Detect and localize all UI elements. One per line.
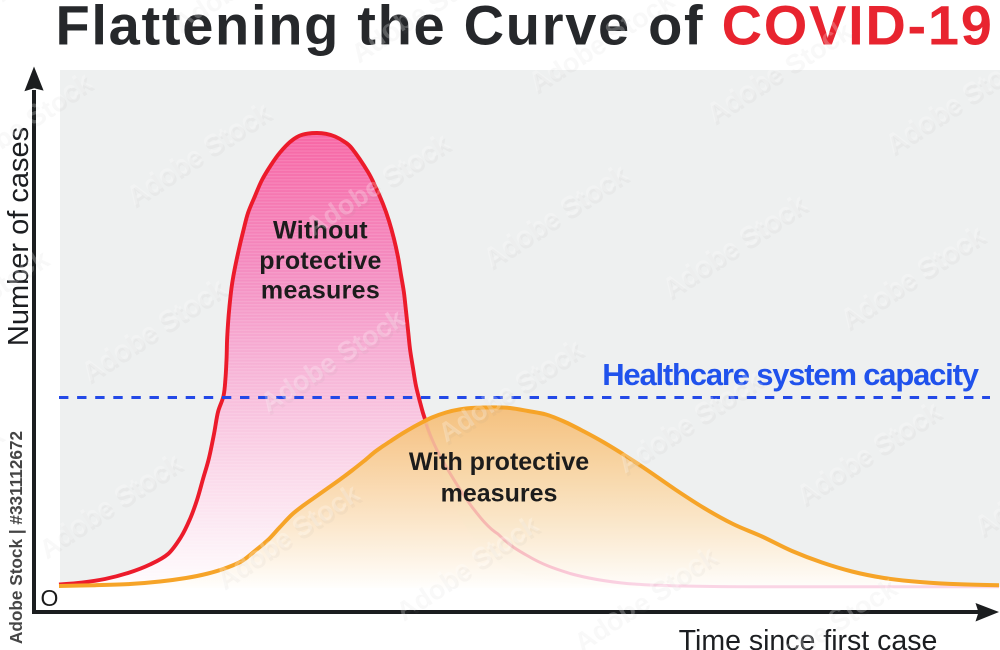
svg-text:Adobe Stock | #331112672: Adobe Stock | #331112672 [6,431,26,644]
svg-text:Flattening the Curve of COVID-: Flattening the Curve of COVID-19 [56,0,994,57]
svg-text:Number of cases: Number of cases [3,127,35,346]
svg-text:Without: Without [273,217,368,245]
svg-text:Healthcare system capacity: Healthcare system capacity [602,357,979,392]
svg-text:O: O [41,585,59,611]
svg-text:measures: measures [261,277,380,305]
svg-text:Time since first case: Time since first case [679,625,938,650]
svg-text:measures: measures [441,480,558,508]
svg-text:With protective: With protective [409,448,589,476]
svg-text:protective: protective [259,247,381,275]
